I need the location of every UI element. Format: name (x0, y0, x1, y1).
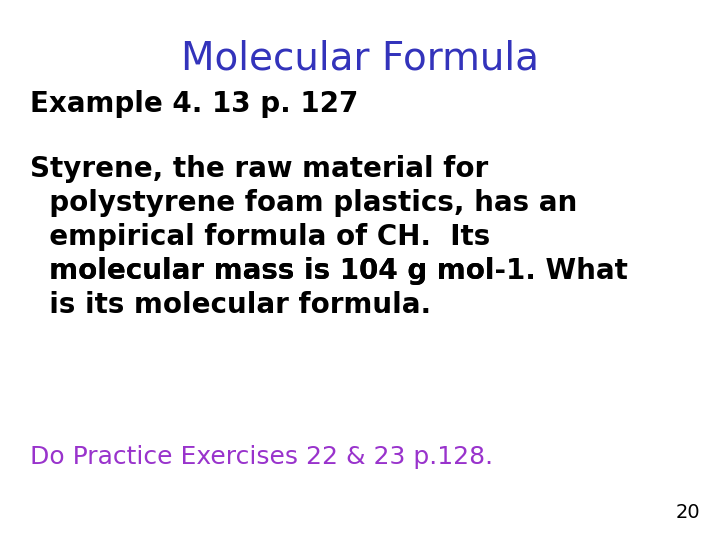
Text: polystyrene foam plastics, has an: polystyrene foam plastics, has an (30, 189, 577, 217)
Text: molecular mass is 104 g mol: molecular mass is 104 g mol (30, 257, 495, 285)
Text: empirical formula of CH.  Its: empirical formula of CH. Its (30, 223, 490, 251)
Text: molecular mass is 104 g mol-1. What: molecular mass is 104 g mol-1. What (30, 257, 628, 285)
Text: 20: 20 (675, 503, 700, 522)
Text: Do Practice Exercises 22 & 23 p.128.: Do Practice Exercises 22 & 23 p.128. (30, 445, 493, 469)
Text: is its molecular formula.: is its molecular formula. (30, 291, 431, 319)
Text: Molecular Formula: Molecular Formula (181, 40, 539, 78)
Text: Example 4. 13 p. 127: Example 4. 13 p. 127 (30, 90, 359, 118)
Text: Styrene, the raw material for: Styrene, the raw material for (30, 155, 488, 183)
